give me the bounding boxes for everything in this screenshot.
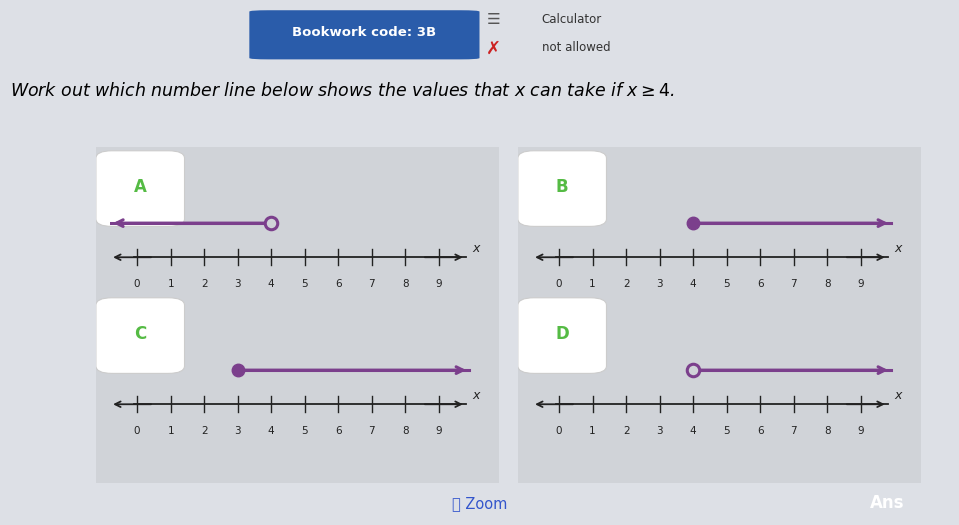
Text: 1: 1	[589, 279, 596, 289]
FancyBboxPatch shape	[518, 298, 606, 373]
Text: 3: 3	[656, 426, 663, 436]
Text: 2: 2	[622, 279, 629, 289]
Text: 0: 0	[556, 426, 562, 436]
Text: not allowed: not allowed	[542, 41, 611, 54]
Text: 7: 7	[790, 426, 797, 436]
Text: 0: 0	[134, 426, 140, 436]
Text: 2: 2	[622, 426, 629, 436]
Text: 9: 9	[435, 279, 442, 289]
Text: 7: 7	[368, 426, 375, 436]
Text: 8: 8	[824, 426, 830, 436]
FancyBboxPatch shape	[96, 151, 184, 226]
Text: 6: 6	[335, 426, 341, 436]
Text: 7: 7	[368, 279, 375, 289]
Text: $x$: $x$	[895, 388, 904, 402]
Text: 8: 8	[402, 426, 409, 436]
FancyBboxPatch shape	[518, 151, 606, 226]
Text: 5: 5	[723, 426, 730, 436]
Text: A: A	[133, 177, 147, 196]
Text: Calculator: Calculator	[542, 13, 602, 26]
Text: $x$: $x$	[895, 242, 904, 255]
Text: 3: 3	[234, 426, 241, 436]
Text: 5: 5	[301, 279, 308, 289]
Text: 9: 9	[857, 426, 864, 436]
Text: #cc3333: #cc3333	[494, 47, 500, 48]
Text: ☰: ☰	[487, 12, 501, 27]
Text: ✗: ✗	[486, 40, 502, 58]
Text: 2: 2	[200, 426, 207, 436]
Text: C: C	[134, 324, 147, 343]
Text: 0: 0	[556, 279, 562, 289]
Text: 0: 0	[134, 279, 140, 289]
Text: 5: 5	[301, 426, 308, 436]
Text: 9: 9	[435, 426, 442, 436]
Text: 6: 6	[757, 279, 763, 289]
Text: 2: 2	[200, 279, 207, 289]
Text: 6: 6	[757, 426, 763, 436]
Text: 6: 6	[335, 279, 341, 289]
Text: 🔍 Zoom: 🔍 Zoom	[452, 497, 507, 511]
Text: $x$: $x$	[473, 388, 482, 402]
Text: 5: 5	[723, 279, 730, 289]
Text: 8: 8	[402, 279, 409, 289]
Text: 4: 4	[268, 279, 274, 289]
Text: 1: 1	[589, 426, 596, 436]
Text: 1: 1	[167, 426, 174, 436]
Text: B: B	[556, 177, 569, 196]
Text: Bookwork code: 3B: Bookwork code: 3B	[292, 26, 436, 39]
Text: 9: 9	[857, 279, 864, 289]
Text: Work out which number line below shows the values that $x$ can take if $x \geq 4: Work out which number line below shows t…	[10, 82, 674, 100]
Text: 4: 4	[690, 426, 696, 436]
Text: 3: 3	[656, 279, 663, 289]
Text: 4: 4	[268, 426, 274, 436]
FancyBboxPatch shape	[249, 10, 480, 59]
Text: 3: 3	[234, 279, 241, 289]
Text: 4: 4	[690, 279, 696, 289]
Text: 8: 8	[824, 279, 830, 289]
Text: 7: 7	[790, 279, 797, 289]
Text: D: D	[555, 324, 569, 343]
Text: Ans: Ans	[870, 494, 904, 512]
Text: 1: 1	[167, 279, 174, 289]
FancyBboxPatch shape	[96, 298, 184, 373]
Text: $x$: $x$	[473, 242, 482, 255]
